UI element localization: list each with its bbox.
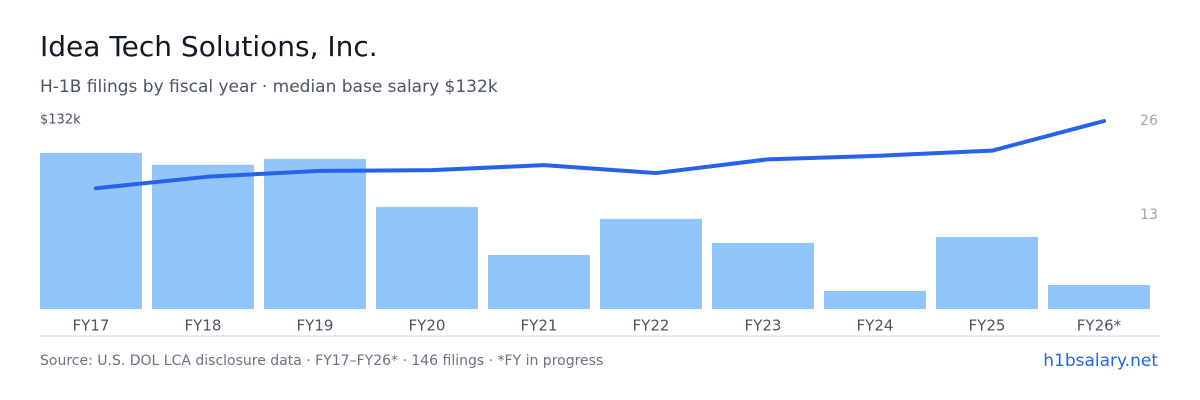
- x-tick-label: FY22: [633, 317, 670, 335]
- chart-subtitle: H-1B filings by fiscal year · median bas…: [40, 77, 498, 97]
- x-tick-label: FY21: [521, 317, 558, 335]
- bar: [376, 206, 478, 309]
- y2-tick-label: 26: [1140, 113, 1158, 129]
- line: [94, 119, 1106, 191]
- x-tick-label: FY17: [73, 317, 110, 335]
- bar: [936, 236, 1038, 309]
- bar: [152, 164, 254, 309]
- bar: [40, 152, 142, 309]
- x-tick-label: FY18: [185, 317, 222, 335]
- bar: [264, 158, 366, 309]
- x-tick-label: FY24: [857, 317, 894, 335]
- x-tick-label: FY25: [969, 317, 1006, 335]
- bar: [600, 218, 702, 309]
- x-tick-label: FY23: [745, 317, 782, 335]
- x-tick-label: FY19: [297, 317, 334, 335]
- y-axis-label: $132k: [40, 113, 81, 128]
- bar: [488, 254, 590, 309]
- bar: [824, 290, 926, 309]
- brand-link[interactable]: h1bsalary.net: [1043, 351, 1158, 371]
- x-tick-label: FY20: [409, 317, 446, 335]
- bar: [1048, 284, 1150, 309]
- chart-title: Idea Tech Solutions, Inc.: [40, 30, 378, 63]
- y2-tick-label: 13: [1140, 207, 1158, 223]
- source-note: Source: U.S. DOL LCA disclosure data · F…: [40, 353, 603, 369]
- x-tick-label: FY26*: [1077, 317, 1122, 335]
- bar: [712, 242, 814, 309]
